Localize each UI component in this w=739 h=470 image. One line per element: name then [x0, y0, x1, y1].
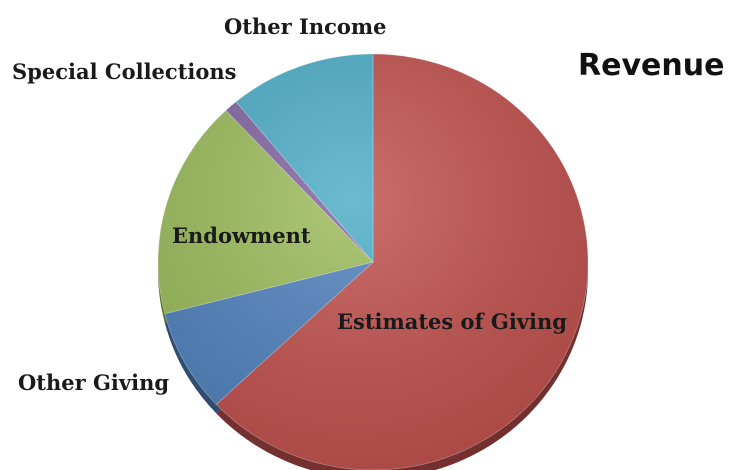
label-other-giving: Other Giving: [18, 370, 169, 395]
pie-top: [157, 53, 589, 470]
label-special-collections: Special Collections: [12, 59, 236, 84]
label-estimates-of-giving: Estimates of Giving: [337, 309, 567, 334]
label-endowment: Endowment: [172, 223, 311, 248]
chart-title: Revenue: [578, 48, 724, 83]
label-other-income: Other Income: [224, 14, 386, 39]
